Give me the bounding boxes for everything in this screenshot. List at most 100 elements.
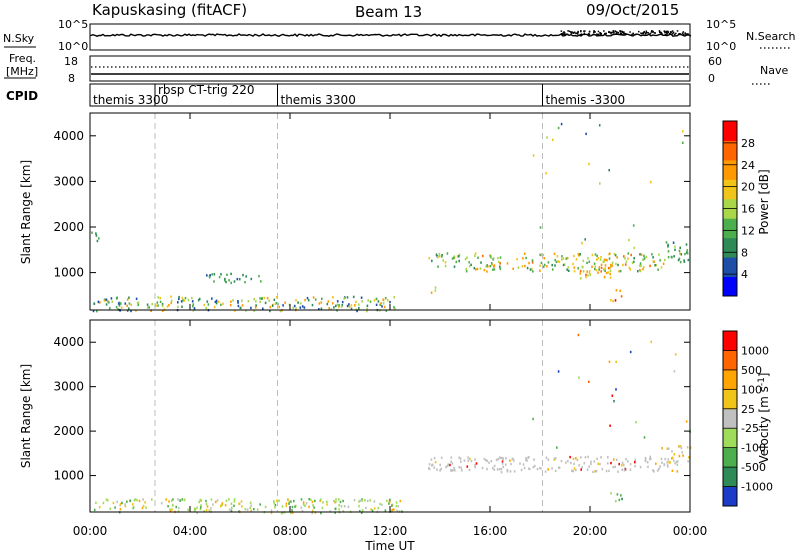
echo-point <box>582 259 585 262</box>
echo-point <box>512 457 514 460</box>
echo-point <box>644 459 647 463</box>
echo-point <box>213 305 216 309</box>
echo-point <box>608 257 611 260</box>
echo-point <box>539 226 542 229</box>
nsearch-point <box>619 32 622 34</box>
nsearch-point <box>622 32 625 34</box>
echo-point <box>172 503 174 507</box>
echo-point <box>187 298 190 302</box>
power-panel: 1000 2000 3000 4000 Slant Range [km] 28 24 20… <box>19 112 771 313</box>
echo-point <box>396 509 398 512</box>
echo-point <box>599 463 601 466</box>
echo-point <box>635 421 637 424</box>
echo-point <box>124 505 127 508</box>
colorbar-tick-label: 20 <box>741 181 755 194</box>
echo-point <box>528 467 531 471</box>
echo-point <box>649 264 651 268</box>
nsearch-point <box>660 32 663 34</box>
nsearch-point <box>580 30 582 32</box>
echo-point <box>543 263 546 267</box>
nsearch-point <box>648 33 651 35</box>
nsearch-point <box>623 31 625 33</box>
echo-point <box>274 504 277 507</box>
echo-point <box>675 460 678 463</box>
echo-point <box>552 138 554 141</box>
echo-point <box>126 309 129 312</box>
echo-point <box>103 299 106 302</box>
echo-point <box>468 265 471 268</box>
echo-point <box>453 256 456 260</box>
echo-point <box>361 300 363 303</box>
echo-point <box>578 464 580 467</box>
echo-point <box>452 256 455 259</box>
nsearch-point <box>671 31 673 33</box>
echo-point <box>291 505 294 509</box>
echo-point <box>560 459 563 463</box>
echo-point <box>359 510 361 513</box>
echo-point <box>600 263 603 266</box>
echo-point <box>205 499 207 503</box>
echo-point <box>136 301 139 305</box>
echo-point <box>474 252 477 255</box>
echo-point <box>246 508 249 511</box>
echo-point <box>301 510 304 513</box>
echo-point <box>678 454 681 458</box>
echo-point <box>590 460 592 463</box>
nsearch-point <box>664 31 666 34</box>
nsearch-point <box>649 32 652 35</box>
echo-point <box>470 263 472 266</box>
nsearch-point <box>659 31 661 34</box>
echo-point <box>615 500 617 503</box>
echo-point <box>238 502 240 505</box>
echo-point <box>253 508 255 511</box>
echo-point <box>285 502 288 505</box>
echo-point <box>671 457 673 460</box>
echo-point <box>128 307 130 310</box>
echo-point <box>434 286 437 289</box>
echo-point <box>679 252 681 255</box>
freq-label-line2: [MHz] <box>6 65 38 78</box>
echo-point <box>531 261 534 264</box>
echo-point <box>594 470 597 473</box>
echo-point <box>198 500 200 504</box>
echo-point <box>119 504 121 507</box>
echo-point <box>660 266 663 269</box>
echo-point <box>327 300 330 303</box>
echo-point <box>198 297 201 301</box>
nsearch-point <box>642 32 644 34</box>
echo-point <box>366 307 368 310</box>
echo-point <box>453 466 455 470</box>
echo-point <box>486 264 488 267</box>
echo-point <box>270 511 273 515</box>
nsearch-point <box>580 33 583 36</box>
nsearch-point <box>650 31 653 33</box>
echo-point <box>657 268 659 271</box>
echo-point <box>611 261 614 264</box>
echo-point <box>439 463 441 467</box>
echo-point <box>192 305 194 308</box>
echo-point <box>320 301 323 304</box>
echo-point <box>121 501 123 505</box>
echo-point <box>605 258 607 262</box>
nsearch-point <box>645 30 648 32</box>
echo-point <box>500 467 503 471</box>
echo-point <box>450 456 453 459</box>
echo-point <box>116 500 118 504</box>
nsearch-point <box>610 31 612 34</box>
echo-point <box>567 266 570 269</box>
echo-point <box>341 300 344 304</box>
echo-point <box>222 302 224 305</box>
echo-point <box>609 269 612 272</box>
echo-point <box>642 266 645 269</box>
echo-point <box>577 252 579 256</box>
echo-point <box>263 296 266 300</box>
echo-point <box>653 470 655 473</box>
nsearch-point <box>616 31 618 33</box>
echo-point <box>542 253 545 257</box>
echo-point <box>667 447 670 450</box>
echo-point <box>333 306 335 309</box>
echo-point <box>273 298 276 301</box>
echo-point <box>580 277 582 280</box>
echo-point <box>210 498 213 501</box>
nsearch-point <box>653 32 656 34</box>
